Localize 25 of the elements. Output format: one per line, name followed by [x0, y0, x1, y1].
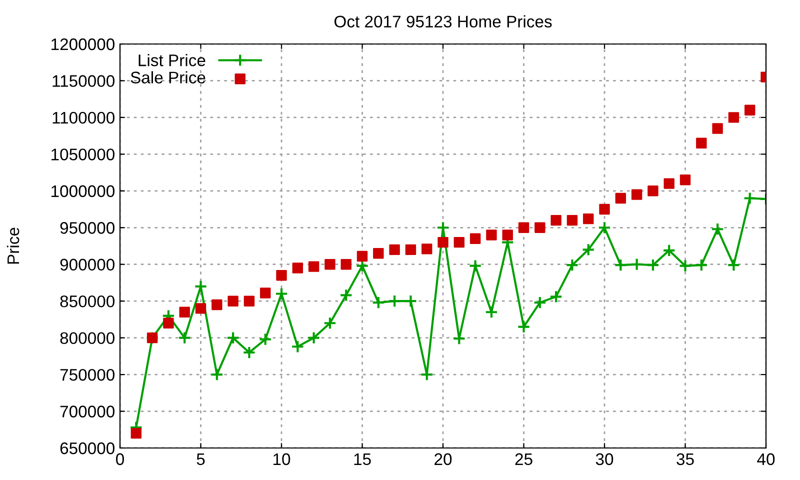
legend-label: Sale Price [130, 71, 206, 84]
x-tick-label: 35 [676, 453, 694, 466]
x-tick-label: 10 [274, 453, 290, 466]
y-tick-label: 650000 [60, 442, 114, 454]
y-tick-label: 1000000 [52, 185, 114, 198]
x-tick-label: 30 [596, 453, 614, 466]
y-tick-label: 750000 [60, 368, 114, 381]
y-tick-label: 700000 [60, 406, 114, 418]
legend-label: List Price [138, 54, 206, 66]
y-tick-label: 1200000 [52, 38, 114, 50]
x-tick-label: 5 [196, 453, 205, 466]
x-tick-label: 0 [116, 453, 124, 466]
x-tick-label: 15 [354, 453, 371, 466]
y-tick-label: 850000 [60, 295, 114, 308]
x-tick-label: 20 [434, 453, 452, 466]
y-tick-label: 900000 [60, 258, 114, 271]
chart-title: Oct 2017 95123 Home Prices [334, 15, 552, 28]
y-axis-title: Price [6, 228, 20, 264]
y-tick-label: 1050000 [52, 148, 114, 160]
x-tick-label: 25 [515, 453, 532, 466]
x-tick-label: 40 [757, 453, 775, 466]
y-tick-label: 950000 [60, 222, 114, 234]
y-tick-label: 800000 [60, 332, 114, 344]
y-tick-label: 1150000 [52, 75, 114, 87]
y-tick-label: 1100000 [52, 112, 114, 124]
